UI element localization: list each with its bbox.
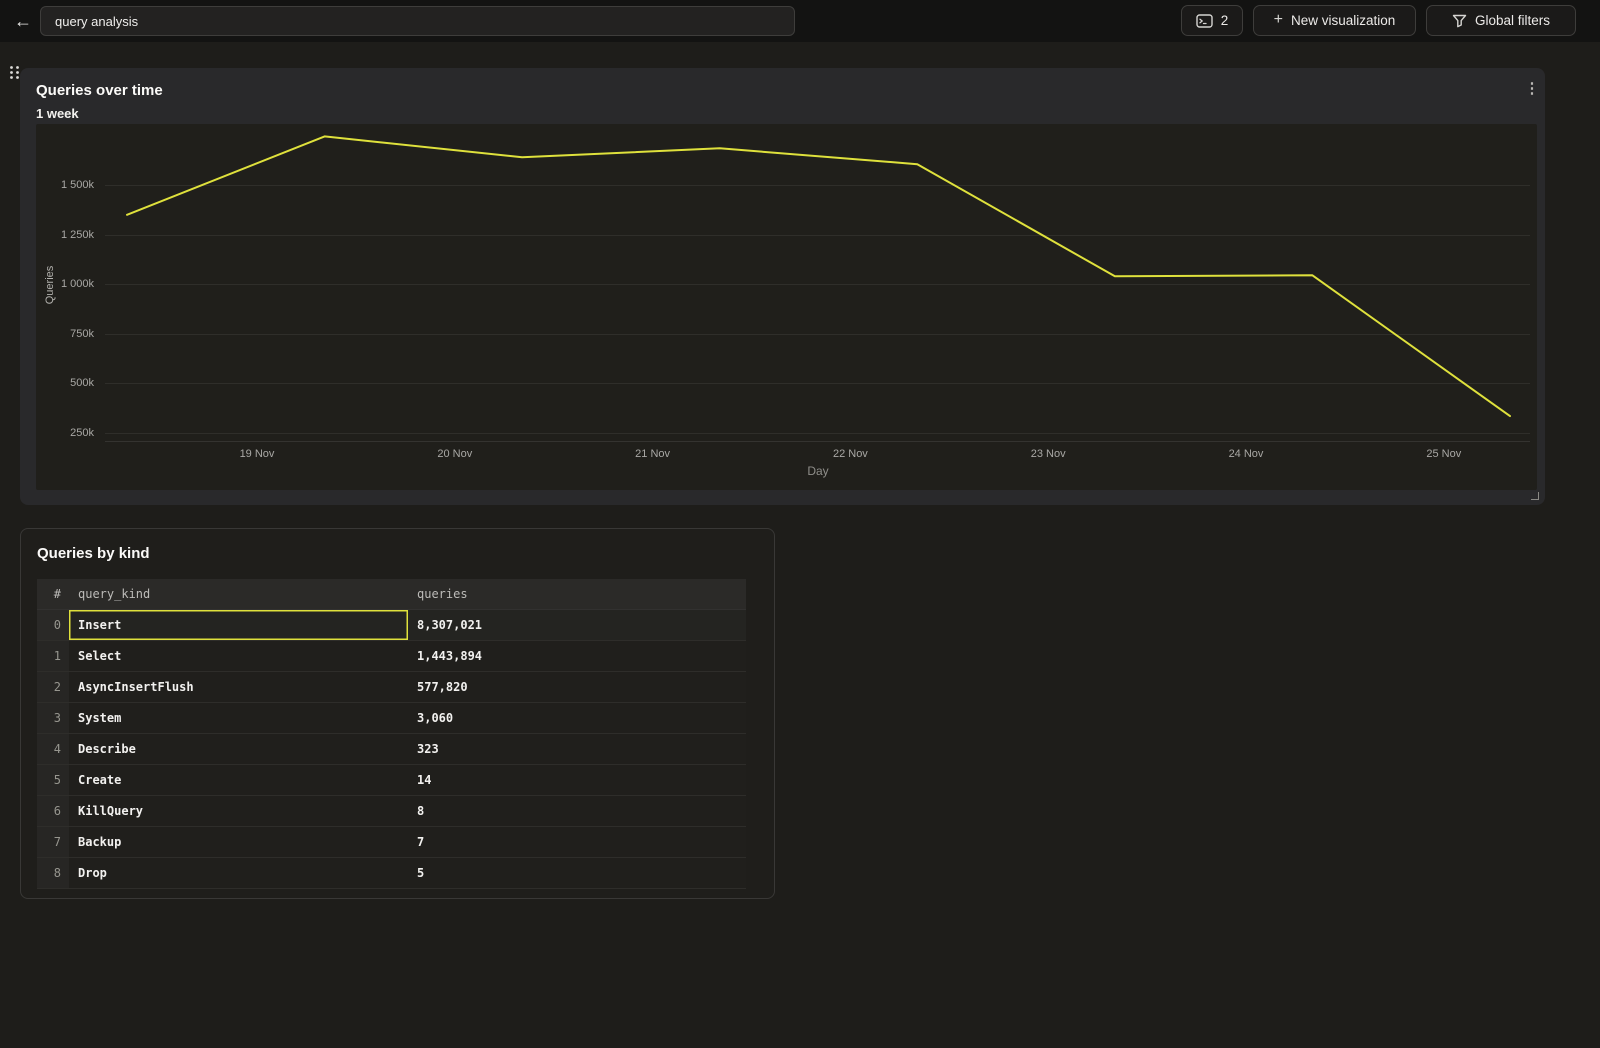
- chart-panel-subtitle: 1 week: [36, 106, 79, 121]
- queries-by-kind-panel: Queries by kind # query_kind queries 0 Inse…: [20, 528, 775, 899]
- y-axis-tick-label: 750k: [70, 327, 94, 340]
- queries-count-cell[interactable]: 14: [408, 764, 746, 796]
- plus-icon: +: [1273, 11, 1284, 28]
- y-gridline: [105, 234, 1530, 236]
- queries-count-cell[interactable]: 323: [408, 733, 746, 765]
- x-axis-line: [105, 441, 1530, 442]
- row-index-cell: 3: [37, 702, 69, 734]
- query-kind-cell[interactable]: Drop: [69, 857, 408, 889]
- queries-count-cell[interactable]: 7: [408, 826, 746, 858]
- query-kind-cell[interactable]: Create: [69, 764, 408, 796]
- queries-over-time-panel: Queries over time 1 week ⋮ 250k 500k 750k 1…: [20, 68, 1545, 505]
- queries-count-cell[interactable]: 3,060: [408, 702, 746, 734]
- global-filters-label: Global filters: [1474, 13, 1551, 28]
- drag-dots-icon: [9, 65, 20, 85]
- row-index-cell: 4: [37, 733, 69, 765]
- query-kind-cell[interactable]: System: [69, 702, 408, 734]
- y-gridline: [105, 185, 1530, 186]
- terminal-icon: [1196, 13, 1213, 28]
- y-axis-tick-label: 1 500k: [60, 179, 94, 191]
- row-index-cell: 8: [37, 857, 69, 889]
- row-index-cell: 7: [37, 826, 69, 858]
- back-button[interactable]: ←: [10, 8, 36, 34]
- y-axis-tick-label: 1 000k: [60, 278, 94, 291]
- row-index-cell: 0: [37, 609, 69, 641]
- column-header-query_kind[interactable]: query_kind: [69, 579, 408, 610]
- panel-resize-handle[interactable]: [1531, 492, 1539, 500]
- row-index-cell: 5: [37, 764, 69, 796]
- x-axis-tick-label: 23 Nov: [1030, 448, 1066, 460]
- queries-count-cell[interactable]: 1,443,894: [408, 640, 746, 672]
- y-axis-tick-label: 250k: [70, 427, 94, 439]
- table-row: 7 Backup 7: [37, 826, 746, 858]
- x-axis-tick-label: 20 Nov: [437, 448, 473, 460]
- insights-count: 2: [1220, 13, 1229, 28]
- y-axis-tick-label: 1 250k: [60, 228, 94, 241]
- y-gridline: [105, 383, 1530, 385]
- dashboard-title-input[interactable]: [40, 6, 795, 36]
- console-insights-button[interactable]: 2: [1181, 5, 1243, 36]
- row-index-cell: 2: [37, 671, 69, 703]
- kebab-menu-icon: ⋮: [1524, 80, 1540, 97]
- query-kind-cell[interactable]: Backup: [69, 826, 408, 858]
- x-axis-tick-label: 24 Nov: [1228, 448, 1264, 460]
- queries-count-cell[interactable]: 8,307,021: [408, 609, 746, 641]
- table-header-row: # query_kind queries: [37, 579, 746, 610]
- x-axis-tick-label: 25 Nov: [1426, 448, 1462, 460]
- y-gridline: [105, 433, 1530, 434]
- arrow-left-icon: ←: [14, 10, 32, 31]
- table-row: 0 Insert 8,307,021: [37, 609, 746, 641]
- y-gridline: [105, 284, 1530, 286]
- query-kind-cell[interactable]: Select: [69, 640, 408, 672]
- queries-by-kind-table: # query_kind queries 0 Insert 8,307,021 1 Sele…: [37, 579, 746, 889]
- queries-count-cell[interactable]: 577,820: [408, 671, 746, 703]
- new-visualization-label: New visualization: [1291, 13, 1396, 28]
- column-header-queries[interactable]: queries: [408, 579, 746, 610]
- x-axis-title: Day: [807, 464, 829, 478]
- table-row: 8 Drop 5: [37, 857, 746, 889]
- table-row: 2 AsyncInsertFlush 577,820: [37, 671, 746, 703]
- table-row: 1 Select 1,443,894: [37, 640, 746, 672]
- row-index-cell: 6: [37, 795, 69, 827]
- table-row: 6 KillQuery 8: [37, 795, 746, 827]
- new-visualization-button[interactable]: + New visualization: [1253, 5, 1416, 36]
- column-header-index[interactable]: #: [37, 579, 69, 610]
- queries-count-cell[interactable]: 5: [408, 857, 746, 889]
- panel-menu-button[interactable]: ⋮: [1520, 76, 1544, 100]
- table-row: 4 Describe 323: [37, 733, 746, 765]
- queries-count-cell[interactable]: 8: [408, 795, 746, 827]
- queries-line-chart[interactable]: 250k 500k 750k 1 000k 1 250k 1 500k 19 Nov 20 N…: [36, 124, 1537, 490]
- table-row: 3 System 3,060: [37, 702, 746, 734]
- query-kind-cell[interactable]: Describe: [69, 733, 408, 765]
- query-kind-cell[interactable]: Insert: [69, 609, 408, 641]
- row-index-cell: 1: [37, 640, 69, 672]
- chart-panel-title: Queries over time: [36, 82, 163, 99]
- filter-funnel-icon: [1452, 14, 1467, 28]
- global-filters-button[interactable]: Global filters: [1426, 5, 1576, 36]
- query-kind-cell[interactable]: KillQuery: [69, 795, 408, 827]
- table-row: 5 Create 14: [37, 764, 746, 796]
- x-axis-tick-label: 22 Nov: [832, 448, 868, 460]
- x-axis-tick-label: 21 Nov: [635, 448, 671, 460]
- query-kind-cell[interactable]: AsyncInsertFlush: [69, 671, 408, 703]
- y-gridline: [105, 333, 1530, 335]
- y-axis-tick-label: 500k: [70, 377, 94, 390]
- table-panel-title: Queries by kind: [37, 545, 150, 562]
- topbar: ← 2 + New visualization Global filters: [0, 0, 1600, 42]
- queries-series-line: [126, 135, 1511, 418]
- panel-drag-handle[interactable]: [6, 66, 22, 84]
- x-axis-tick-label: 19 Nov: [239, 448, 275, 460]
